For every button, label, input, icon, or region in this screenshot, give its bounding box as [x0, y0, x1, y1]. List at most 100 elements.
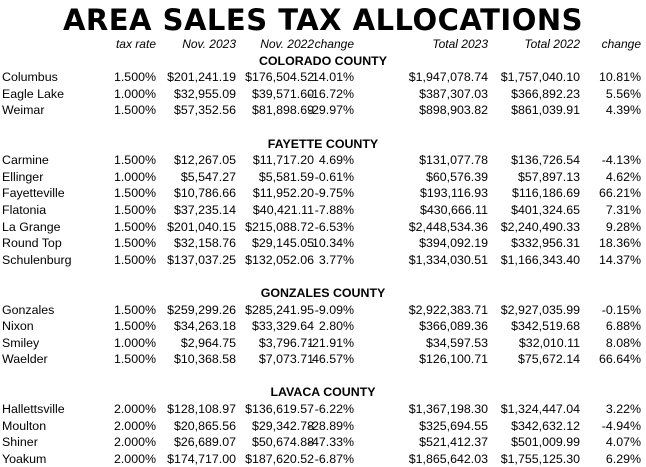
- cell-nov-2022: $136,619.57: [245, 402, 314, 417]
- cell-nov-2023: $57,352.56: [173, 103, 236, 118]
- cell-monthly-change: 46.57%: [311, 352, 354, 367]
- cell-nov-2022: $176,504.52: [245, 70, 314, 85]
- table-row: Round Top 1.500% $32,158.76 $29,145.05 10.34…: [0, 235, 646, 252]
- section-spacer: [0, 119, 646, 136]
- cell-city: Hallettsville: [2, 402, 65, 417]
- cell-tax-rate: 1.500%: [113, 202, 156, 217]
- cell-city: Yoakum: [2, 451, 47, 466]
- cell-monthly-change: -29.97%: [307, 103, 354, 118]
- cell-total-2022: $116,186.69: [512, 186, 580, 201]
- table-row: Hallettsville 2.000% $128,108.97 $136,619.5…: [0, 401, 646, 418]
- page-title: AREA SALES TAX ALLOCATIONS: [62, 3, 584, 37]
- table-row: Waelder 1.500% $10,368.58 $7,073.71 46.57% $1…: [0, 351, 646, 368]
- cell-city: Moulton: [2, 418, 47, 433]
- cell-total-2022: $1,757,040.10: [500, 70, 580, 85]
- cell-nov-2022: $81,898.69: [251, 103, 314, 118]
- cell-city: Columbus: [2, 70, 58, 85]
- cell-nov-2022: $39,571.60: [251, 86, 314, 101]
- cell-total-change: 66.64%: [598, 352, 641, 367]
- cell-city: Waelder: [2, 352, 48, 367]
- cell-nov-2023: $128,108.97: [167, 402, 236, 417]
- cell-nov-2023: $37,235.14: [173, 202, 236, 217]
- tax-allocations-table: AREA SALES TAX ALLOCATIONS tax rate Nov.…: [2, 3, 641, 466]
- cell-city: Carmine: [2, 153, 49, 168]
- cell-tax-rate: 1.000%: [113, 86, 156, 101]
- cell-total-2022: $32,010.11: [518, 335, 580, 350]
- table-body: tax rate Nov. 2023 Nov. 2022 change Tota…: [0, 36, 646, 467]
- cell-tax-rate: 1.500%: [113, 219, 156, 234]
- cell-monthly-change: -6.87%: [314, 451, 354, 466]
- header-total-change: change: [601, 37, 641, 51]
- county-heading: GONZALES COUNTY: [260, 285, 386, 300]
- cell-total-change: 7.31%: [605, 202, 641, 217]
- cell-nov-2023: $32,158.76: [173, 236, 236, 251]
- cell-monthly-change: 10.34%: [311, 236, 354, 251]
- cell-nov-2023: $10,368.58: [173, 352, 236, 367]
- cell-total-2023: $387,307.03: [419, 86, 488, 101]
- cell-nov-2022: $40,421.11: [252, 202, 314, 217]
- cell-total-2022: $861,039.91: [511, 103, 580, 118]
- cell-nov-2022: $285,241.95: [245, 302, 314, 317]
- cell-total-2023: $60,576.39: [425, 169, 488, 184]
- cell-nov-2023: $34,263.18: [173, 319, 236, 334]
- cell-city: Schulenburg: [2, 252, 72, 267]
- cell-total-change: 6.29%: [605, 451, 641, 466]
- cell-total-change: 66.21%: [598, 186, 641, 201]
- cell-total-change: 5.56%: [605, 86, 641, 101]
- cell-total-change: 4.07%: [605, 435, 641, 450]
- cell-total-2023: $2,448,534.36: [408, 219, 488, 234]
- cell-monthly-change: -9.09%: [314, 302, 354, 317]
- cell-tax-rate: 1.500%: [113, 252, 156, 267]
- cell-monthly-change: 2.80%: [318, 319, 354, 334]
- cell-total-change: 4.39%: [605, 103, 641, 118]
- cell-total-change: 6.88%: [605, 319, 641, 334]
- cell-city: La Grange: [2, 219, 61, 234]
- cell-nov-2023: $32,955.09: [173, 86, 236, 101]
- header-total-2023: Total 2023: [432, 37, 488, 51]
- cell-city: Nixon: [2, 319, 34, 334]
- header-total-2022: Total 2022: [524, 37, 580, 51]
- table-row: Columbus 1.500% $201,241.19 $176,504.52 14.0…: [0, 69, 646, 86]
- cell-total-2022: $57,897.13: [517, 169, 580, 184]
- header-nov-2022: Nov. 2022: [260, 37, 314, 51]
- table-row: Moulton 2.000% $20,865.56 $29,342.78 -28.89%…: [0, 418, 646, 435]
- cell-tax-rate: 2.000%: [113, 402, 156, 417]
- cell-city: Gonzales: [2, 302, 55, 317]
- cell-total-2023: $126,100.71: [419, 352, 488, 367]
- header-nov-2023: Nov. 2023: [182, 37, 236, 51]
- table-row: Nixon 1.500% $34,263.18 $33,329.64 2.80% $366…: [0, 318, 646, 335]
- table-row: Smiley 1.000% $2,964.75 $3,796.71 -21.91% $34…: [0, 335, 646, 352]
- cell-tax-rate: 1.500%: [113, 236, 156, 251]
- cell-nov-2023: $12,267.05: [173, 153, 236, 168]
- table-row: Ellinger 1.000% $5,547.27 $5,581.59 -0.61% $6…: [0, 169, 646, 186]
- cell-total-change: 8.08%: [605, 335, 641, 350]
- cell-nov-2023: $2,964.75: [180, 335, 236, 350]
- cell-total-change: 18.36%: [598, 236, 641, 251]
- cell-nov-2022: $11,717.20: [252, 153, 314, 168]
- cell-tax-rate: 1.500%: [113, 319, 156, 334]
- cell-total-2022: $332,956.31: [511, 236, 580, 251]
- cell-monthly-change: 4.69%: [318, 153, 354, 168]
- cell-city: Eagle Lake: [2, 86, 65, 101]
- cell-tax-rate: 1.000%: [113, 169, 156, 184]
- cell-nov-2022: $11,952.20: [252, 186, 314, 201]
- table-row: La Grange 1.500% $201,040.15 $215,088.72 -6.…: [0, 219, 646, 236]
- cell-monthly-change: -6.22%: [314, 402, 354, 417]
- cell-total-2022: $366,892.23: [511, 86, 580, 101]
- cell-nov-2022: $7,073.71: [258, 352, 314, 367]
- cell-monthly-change: -9.75%: [314, 186, 354, 201]
- cell-total-2023: $1,334,030.51: [408, 252, 488, 267]
- table-row: Carmine 1.500% $12,267.05 $11,717.20 4.69% $1…: [0, 152, 646, 169]
- cell-total-2023: $193,116.93: [420, 186, 488, 201]
- table-row: Shiner 2.000% $26,689.07 $50,674.88 -47.33% $…: [0, 434, 646, 451]
- cell-total-2022: $2,927,035.99: [500, 302, 580, 317]
- table-row: Yoakum 2.000% $174,717.00 $187,620.52 -6.87%…: [0, 451, 646, 467]
- cell-nov-2023: $10,786.66: [173, 186, 236, 201]
- cell-tax-rate: 1.000%: [113, 335, 156, 350]
- section-spacer: [0, 368, 646, 385]
- column-header-row: tax rate Nov. 2023 Nov. 2022 change Tota…: [0, 36, 646, 53]
- cell-city: Smiley: [2, 335, 40, 350]
- cell-nov-2022: $29,145.05: [251, 236, 314, 251]
- header-tax-rate: tax rate: [115, 37, 156, 51]
- cell-total-change: -0.15%: [601, 302, 641, 317]
